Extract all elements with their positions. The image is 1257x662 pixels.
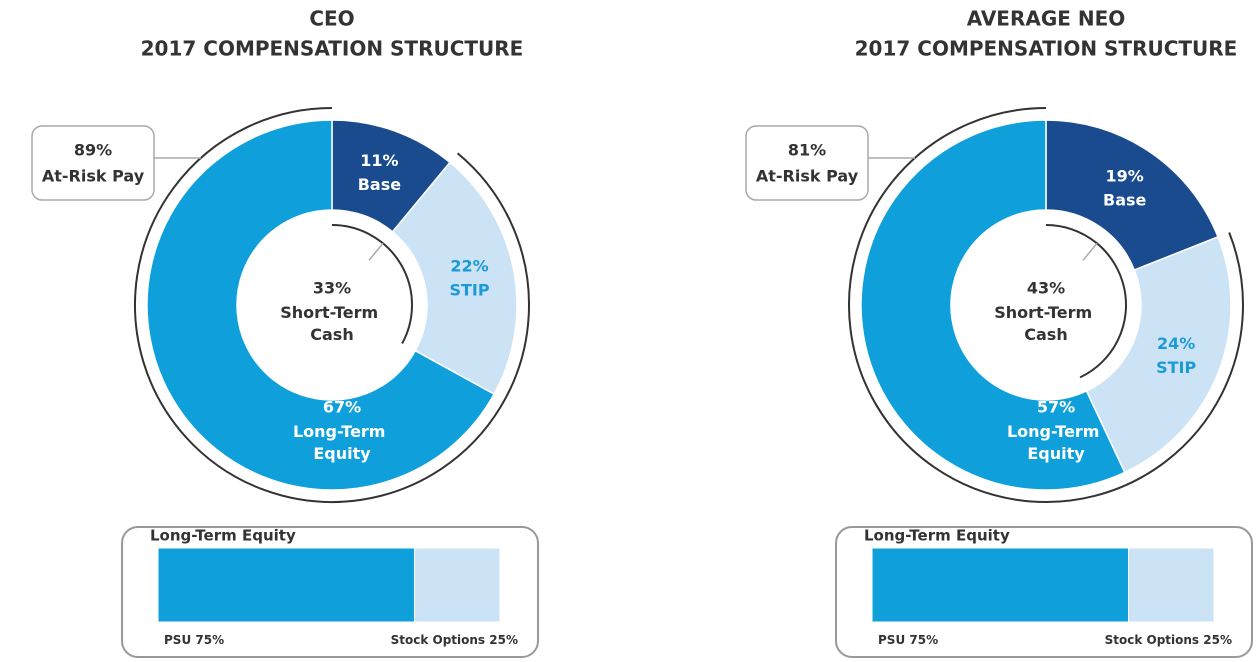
short-term-value: 33% (313, 279, 351, 298)
donut-slice (1085, 235, 1232, 474)
slice-label: STIP (449, 280, 489, 299)
bar-category: Stock Options (1105, 633, 1199, 647)
slice-label-line: Equity (1027, 444, 1085, 463)
slice-value-label: 24% (1157, 334, 1195, 353)
chart-title: 2017 COMPENSATION STRUCTURE (141, 37, 524, 61)
bar-segment (157, 547, 415, 623)
short-term-arc (1045, 224, 1127, 379)
donut-slice (146, 119, 496, 491)
short-term-label-line: Cash (1024, 325, 1067, 344)
bar-value: 75% (195, 633, 224, 647)
short-term-label-line: Cash (310, 325, 353, 344)
bar-label: Stock Options 25% (391, 633, 518, 647)
short-term-arc (331, 224, 413, 345)
at-risk-value: 89% (74, 141, 112, 160)
short-term-label-line: Short-Term (280, 303, 384, 322)
bar-value: 75% (909, 633, 938, 647)
bar-label: Stock Options 25% (1105, 633, 1232, 647)
chart-title: 2017 COMPENSATION STRUCTURE (855, 37, 1238, 61)
connector (368, 242, 384, 261)
annotation-box (745, 125, 869, 201)
slice-value-label: 67% (323, 398, 361, 417)
bar-category: PSU (164, 633, 191, 647)
chart-title: CEO (309, 7, 354, 31)
slice-label-line: Equity (313, 444, 371, 463)
bar-segment (414, 547, 501, 623)
short-term-label-line: Short-Term (994, 303, 1098, 322)
donut-slice (860, 119, 1126, 491)
bar-segment (871, 547, 1129, 623)
slice-value-label: 19% (1106, 167, 1144, 186)
bar-label: PSU 75% (164, 633, 224, 647)
short-term-label: Short-Term Cash (994, 303, 1098, 344)
bar-segment (1128, 547, 1215, 623)
slice-label: Base (358, 175, 402, 194)
connector (1082, 242, 1098, 261)
slice-value-label: 22% (450, 256, 488, 275)
bar-value: 25% (489, 633, 518, 647)
annotation-box (31, 125, 155, 201)
donut-slice (391, 161, 518, 396)
slice-label: Long-Term Equity (1007, 422, 1105, 463)
at-risk-label: At-Risk Pay (42, 167, 145, 186)
slice-label: Long-Term Equity (293, 422, 391, 463)
short-term-label: Short-Term Cash (280, 303, 384, 344)
donut-slice (1045, 119, 1219, 272)
slice-label-line: Long-Term (293, 422, 391, 441)
slice-label: Base (1103, 191, 1147, 210)
slice-label-line: Long-Term (1007, 422, 1105, 441)
short-term-value: 43% (1027, 279, 1065, 298)
at-risk-label: At-Risk Pay (756, 167, 859, 186)
at-risk-arc (134, 107, 530, 503)
at-risk-value: 81% (788, 141, 826, 160)
bar-category: Stock Options (391, 633, 485, 647)
bar-value: 25% (1203, 633, 1232, 647)
slice-label: STIP (1156, 358, 1196, 377)
at-risk-arc (848, 107, 1244, 503)
bar-category: PSU (878, 633, 905, 647)
bar-box (835, 526, 1253, 658)
bar-title: Long-Term Equity (150, 527, 296, 545)
chart-title: AVERAGE NEO (967, 7, 1126, 31)
slice-value-label: 11% (360, 151, 398, 170)
slice-value-label: 57% (1037, 398, 1075, 417)
bar-box (121, 526, 539, 658)
bar-label: PSU 75% (878, 633, 938, 647)
bar-title: Long-Term Equity (864, 527, 1010, 545)
